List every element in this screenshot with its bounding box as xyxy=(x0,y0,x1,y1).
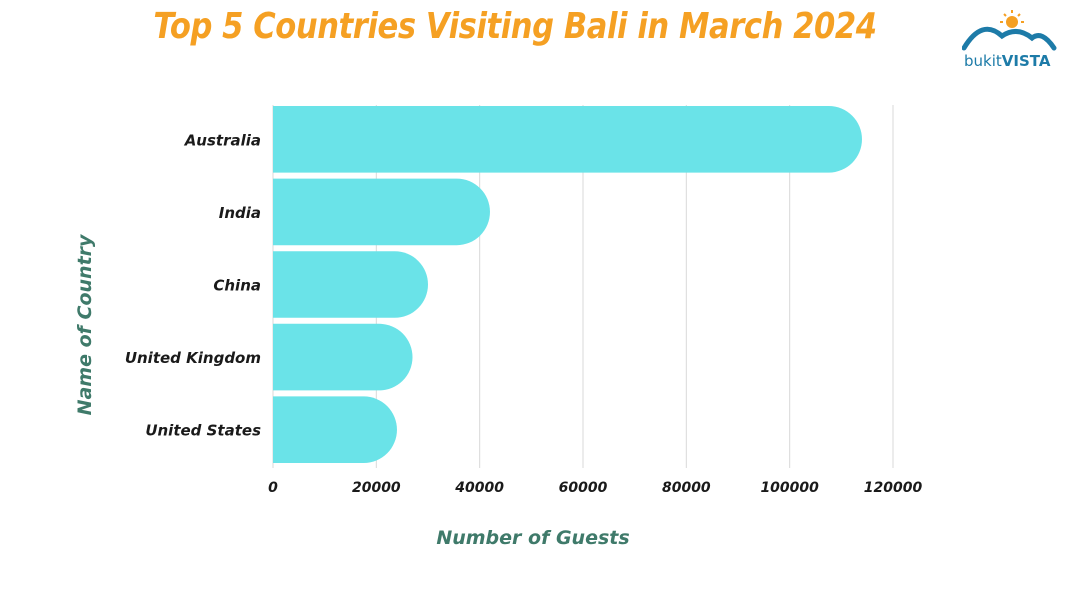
bar-australia xyxy=(273,106,862,173)
mountain-sun-logo-icon xyxy=(962,10,1057,51)
x-axis-title: Number of Guests xyxy=(436,527,630,549)
bars xyxy=(273,106,862,463)
x-tick-label: 40000 xyxy=(454,480,504,496)
bar-united-states xyxy=(273,396,397,463)
category-label: United States xyxy=(145,422,261,440)
category-label: Australia xyxy=(184,131,261,149)
x-tick-label: 120000 xyxy=(864,480,923,496)
bukit-vista-logo: bukitVISTA xyxy=(962,8,1057,70)
bar-united-kingdom xyxy=(273,323,413,391)
bar-india xyxy=(273,178,490,246)
x-tick-label: 0 xyxy=(268,480,278,496)
category-label: India xyxy=(219,204,261,222)
category-label: United Kingdom xyxy=(125,349,261,367)
y-axis-title: Name of Country xyxy=(74,234,96,416)
x-tick-label: 20000 xyxy=(352,480,401,496)
x-tick-label: 100000 xyxy=(760,480,819,496)
x-tick-labels: 0 20000 40000 60000 80000 100000 120000 xyxy=(268,480,922,496)
category-labels: Australia India China United Kingdom United … xyxy=(125,131,261,439)
category-label: China xyxy=(213,277,261,295)
chart-title: Top 5 Countries Visiting Bali in March 2… xyxy=(153,6,877,47)
x-tick-label: 80000 xyxy=(662,480,711,496)
x-tick-label: 60000 xyxy=(559,480,608,496)
bar-china xyxy=(273,251,429,318)
logo-wordmark: bukitVISTA xyxy=(964,52,1051,70)
